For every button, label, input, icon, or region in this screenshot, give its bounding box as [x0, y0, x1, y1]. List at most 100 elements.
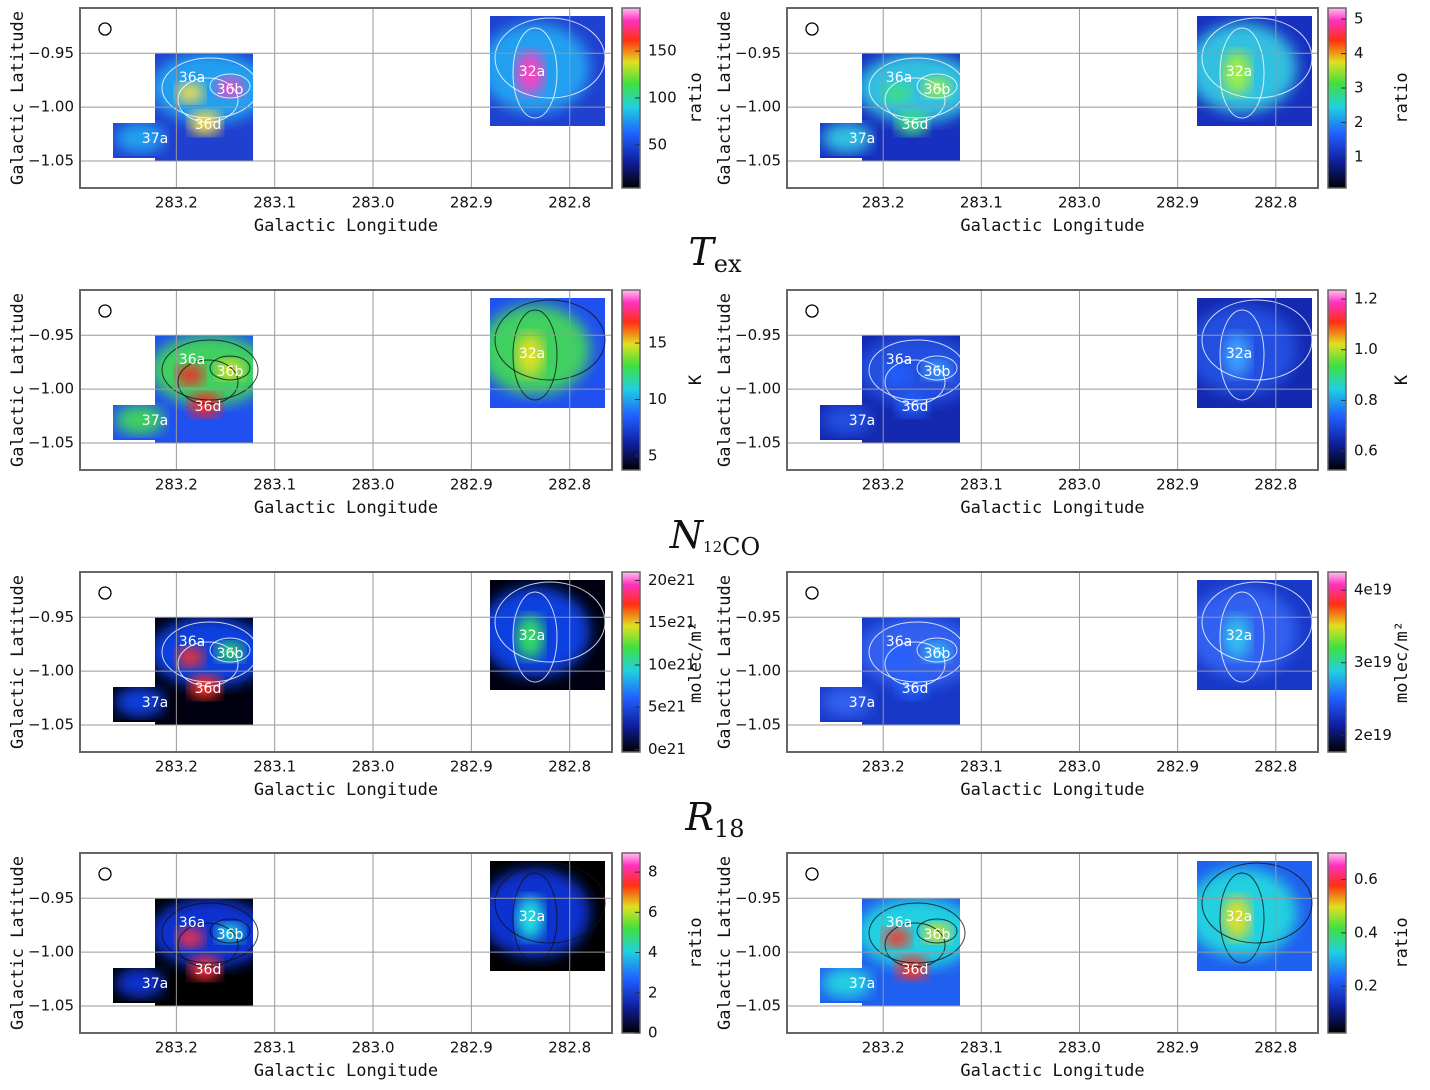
region-label: 36d	[902, 399, 929, 415]
x-tick-label: 283.0	[352, 476, 395, 494]
colorbar	[1327, 852, 1347, 1034]
x-tick-label: 283.1	[253, 194, 296, 212]
colorbar-tick-label: 15e21	[648, 613, 695, 631]
plot-frame	[786, 289, 1319, 471]
contour	[1219, 591, 1265, 683]
map-blob	[822, 968, 872, 998]
x-tick-label: 282.9	[450, 1039, 493, 1057]
x-tick-label: 282.8	[548, 476, 591, 494]
map-hotspot	[176, 365, 204, 385]
x-axis-label: Galactic Longitude	[254, 1061, 438, 1081]
region-label: 36a	[179, 352, 205, 368]
y-tick-label: −0.95	[735, 889, 781, 907]
x-tick-label: 282.8	[548, 758, 591, 776]
region-label: 37a	[142, 695, 168, 711]
contour	[884, 641, 946, 687]
y-tick-label: −1.05	[28, 997, 74, 1015]
map-hotspot	[1223, 615, 1251, 659]
x-tick-label: 283.2	[862, 194, 905, 212]
y-axis-label: Galactic Latitude	[715, 575, 735, 749]
beam	[98, 22, 112, 36]
y-tick-label: −1.00	[735, 98, 781, 116]
x-tick-label: 282.9	[450, 476, 493, 494]
contour	[868, 339, 966, 401]
x-tick-label: 283.0	[1058, 194, 1101, 212]
row-title-main: T	[688, 230, 716, 274]
x-tick-label: 283.0	[1058, 1039, 1101, 1057]
map-hotspot	[1223, 51, 1251, 95]
contour	[868, 902, 966, 964]
contour	[209, 637, 251, 663]
contour	[884, 77, 946, 123]
region-label: 36a	[886, 915, 912, 931]
contour	[177, 359, 239, 405]
colorbar-tick-label: 2	[648, 983, 658, 1001]
contour	[161, 902, 259, 964]
contour	[209, 73, 251, 99]
colorbar-label: ratio	[686, 72, 706, 123]
map-hotspot	[883, 647, 911, 667]
colorbar-tick-label: 3	[1354, 79, 1364, 97]
colorbar-tick-label: 100	[648, 89, 677, 107]
map-hotspot	[176, 647, 204, 667]
map-hotspot	[516, 896, 544, 940]
colorbar-tick-label: 4	[1354, 44, 1364, 62]
y-axis-label: Galactic Latitude	[715, 856, 735, 1030]
colorbar-tick-label: 0e21	[648, 740, 686, 758]
colorbar-tick-label: 50	[648, 135, 667, 153]
region-label: 36b	[924, 646, 951, 662]
contour	[916, 73, 958, 99]
contour	[916, 355, 958, 381]
row-title-sub: 18	[714, 815, 745, 843]
region-label: 32a	[1226, 909, 1252, 925]
region-label: 36b	[217, 646, 244, 662]
x-tick-label: 282.8	[1254, 476, 1297, 494]
map-hotspot	[516, 333, 544, 377]
y-tick-label: −1.05	[735, 997, 781, 1015]
y-tick-label: −1.00	[735, 380, 781, 398]
contour	[868, 621, 966, 683]
map-blob	[115, 687, 165, 717]
row-title-sub: 12	[703, 538, 722, 556]
y-tick-label: −1.00	[28, 380, 74, 398]
plot-frame	[79, 289, 613, 471]
y-tick-label: −0.95	[28, 44, 74, 62]
panel: 283.2 283.1 283.0 282.9 282.8 −0.95 −1.00 −1.05…	[715, 289, 1412, 518]
panel: 283.2 283.1 283.0 282.9 282.8 −0.95 −1.00 −1.05…	[8, 7, 706, 236]
row-title-main: R	[684, 795, 714, 839]
map-hotspot	[516, 51, 544, 95]
x-tick-label: 282.8	[1254, 1039, 1297, 1057]
region-label: 37a	[849, 695, 875, 711]
colorbar-tick-label: 1	[1354, 147, 1364, 165]
y-tick-label: −1.05	[735, 716, 781, 734]
contour	[884, 922, 946, 968]
region-label: 36a	[886, 70, 912, 86]
x-tick-label: 283.0	[352, 1039, 395, 1057]
y-tick-label: −0.95	[28, 326, 74, 344]
colorbar-label: K	[686, 374, 706, 385]
region-label: 36b	[217, 82, 244, 98]
region-label: 36a	[179, 915, 205, 931]
colorbar-tick-label: 10	[648, 390, 667, 408]
panel: 283.2 283.1 283.0 282.9 282.8 −0.95 −1.00 −1.05…	[8, 289, 706, 518]
contour	[161, 621, 259, 683]
panel: 283.2 283.1 283.0 282.9 282.8 −0.95 −1.00 −1.05…	[715, 852, 1412, 1081]
x-tick-label: 282.8	[1254, 194, 1297, 212]
colorbar-tick-label: 5	[1354, 10, 1364, 28]
x-axis-label: Galactic Longitude	[960, 498, 1144, 518]
region-label: 36a	[179, 70, 205, 86]
contour	[1201, 581, 1313, 663]
contour	[494, 862, 606, 944]
colorbar-tick-label: 6	[648, 903, 658, 921]
region-label: 36b	[217, 364, 244, 380]
colorbar-tick-label: 0.6	[1354, 870, 1378, 888]
map-blob	[115, 123, 165, 153]
x-tick-label: 283.1	[253, 758, 296, 776]
x-tick-label: 283.2	[862, 1039, 905, 1057]
y-tick-label: −0.95	[735, 326, 781, 344]
x-tick-label: 283.1	[253, 1039, 296, 1057]
map-blob	[822, 687, 872, 717]
colorbar-label: molec/m²	[1392, 621, 1412, 703]
